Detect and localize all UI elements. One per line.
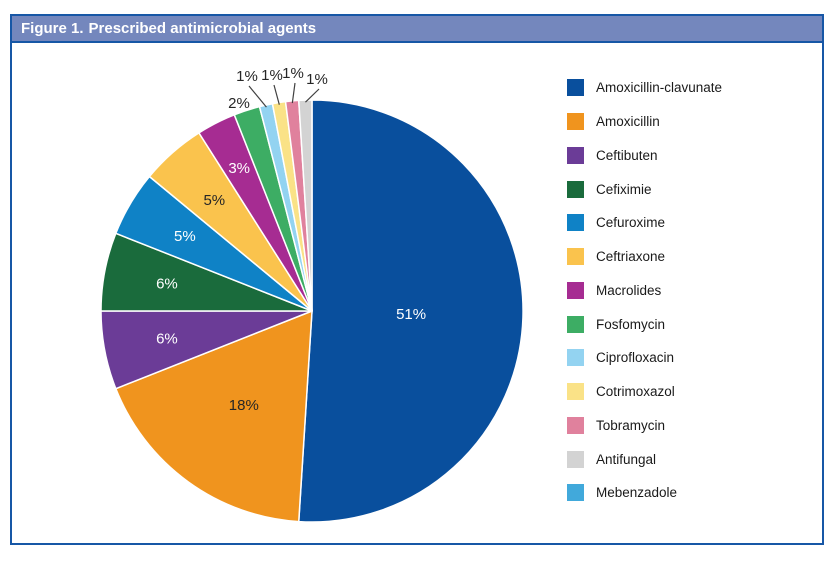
figure-content: 51% 18% 6% 6% 5% 5% 3% 2% 1% 1% 1% 1% Amoxicillin-c… xyxy=(12,43,822,541)
legend-item-antifungal: Antifungal xyxy=(567,442,722,476)
legend-swatch-ceftriaxone xyxy=(567,248,584,266)
legend-label: Amoxicillin-clavunate xyxy=(596,80,723,96)
legend-item-amoxicillin-clavunate: Amoxicillin-clavunate xyxy=(567,71,722,105)
legend-item-mebenzadole: Mebenzadole xyxy=(567,476,722,510)
legend-item-ceftibuten: Ceftibuten xyxy=(567,139,722,173)
legend-label: Cefuroxime xyxy=(596,215,666,231)
legend-item-ceftriaxone: Ceftriaxone xyxy=(567,240,722,274)
legend-item-cefiximie: Cefiximie xyxy=(567,172,722,206)
legend-label: Cefiximie xyxy=(596,181,652,197)
legend-swatch-antifungal xyxy=(567,450,584,468)
legend-item-macrolides: Macrolides xyxy=(567,274,722,308)
pie-percent-label: 5% xyxy=(203,192,225,209)
pie-percent-label: 5% xyxy=(174,228,196,245)
legend-label: Cotrimoxazol xyxy=(596,384,675,400)
legend-swatch-macrolides xyxy=(567,281,584,299)
legend-swatch-cotrimoxazol xyxy=(567,383,584,401)
legend-item-cefuroxime: Cefuroxime xyxy=(567,206,722,240)
legend-swatch-cefiximie xyxy=(567,180,584,198)
legend-label: Tobramycin xyxy=(596,417,666,433)
pie-percent-label: 1% xyxy=(261,67,283,84)
pie-percent-label: 6% xyxy=(156,275,178,292)
figure-title: Prescribed antimicrobial agents xyxy=(88,20,317,37)
legend-item-fosfomycin: Fosfomycin xyxy=(567,307,722,341)
figure-label: Figure 1. xyxy=(21,20,84,37)
legend-swatch-fosfomycin xyxy=(567,315,584,333)
pie-slice-antifungal xyxy=(298,99,313,312)
legend-swatch-mebenzadole xyxy=(567,484,584,502)
pie-percent-label: 1% xyxy=(236,68,258,85)
legend-label: Mebenzadole xyxy=(596,485,678,501)
pie-percent-label: 2% xyxy=(228,95,250,112)
legend-swatch-tobramycin xyxy=(567,416,584,434)
leader-line-ciprofloxacin xyxy=(248,85,267,108)
leader-line-tobramycin xyxy=(291,82,296,104)
pie-slice-amoxicillin-clavunate xyxy=(298,99,524,523)
pie-percent-label: 1% xyxy=(306,71,328,88)
figure-box: Figure 1. Prescribed antimicrobial agent… xyxy=(10,14,824,545)
legend-swatch-amoxicillin-clavunate xyxy=(567,79,584,97)
legend-item-cotrimoxazol: Cotrimoxazol xyxy=(567,375,722,409)
leader-line-antifungal xyxy=(305,88,320,103)
legend-swatch-amoxicillin xyxy=(567,113,584,131)
legend-label: Ceftibuten xyxy=(596,147,658,163)
legend-item-ciprofloxacin: Ciprofloxacin xyxy=(567,341,722,375)
pie-slice-amoxicillin xyxy=(115,310,313,523)
legend-label: Macrolides xyxy=(596,282,662,298)
pie-percent-label: 6% xyxy=(156,331,178,348)
figure-header: Figure 1. Prescribed antimicrobial agent… xyxy=(12,16,822,43)
legend-label: Antifungal xyxy=(596,451,657,467)
legend-label: Amoxicillin xyxy=(596,114,660,130)
legend-label: Ciprofloxacin xyxy=(596,350,675,366)
legend: Amoxicillin-clavunate Amoxicillin Ceftibut… xyxy=(567,71,722,510)
legend-label: Fosfomycin xyxy=(596,316,666,332)
pie-percent-label: 3% xyxy=(228,160,250,177)
leader-line-cotrimoxazol xyxy=(273,84,280,105)
legend-swatch-ceftibuten xyxy=(567,146,584,164)
legend-item-tobramycin: Tobramycin xyxy=(567,409,722,443)
pie-percent-label: 1% xyxy=(282,65,304,82)
pie-percent-label: 18% xyxy=(229,397,259,414)
pie-percent-label: 51% xyxy=(396,306,426,323)
legend-item-amoxicillin: Amoxicillin xyxy=(567,105,722,139)
legend-swatch-ciprofloxacin xyxy=(567,349,584,367)
legend-label: Ceftriaxone xyxy=(596,249,666,265)
pie-chart: 51%18%6%6%5%5%3%2%1% 1% 1% 1% xyxy=(100,65,524,523)
legend-swatch-cefuroxime xyxy=(567,214,584,232)
